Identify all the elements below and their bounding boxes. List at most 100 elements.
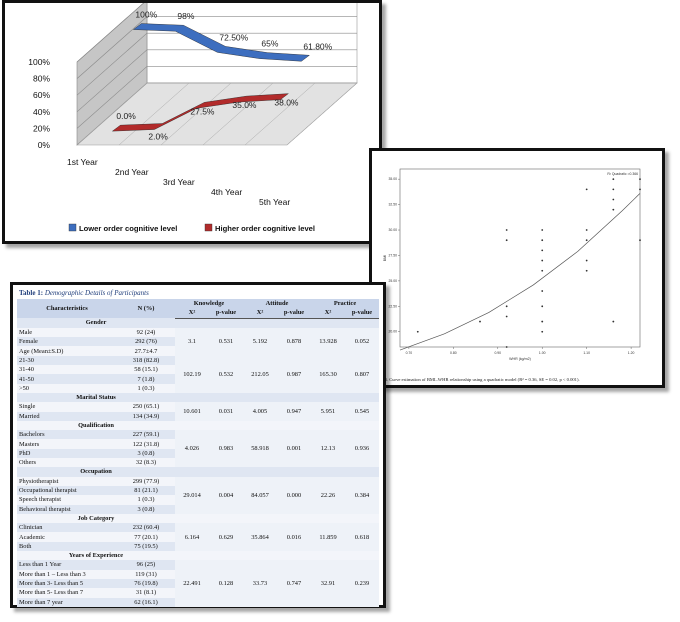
x-category-label: 4th Year — [211, 187, 242, 197]
chi-square-cell: 35.864 — [243, 523, 277, 552]
empty-cell — [175, 513, 209, 524]
chi-square-cell: 4.026 — [175, 430, 209, 468]
n-percent-cell: 31 (8.1) — [117, 588, 175, 598]
table-row: Speech therapist 1 (0.3) — [17, 495, 379, 505]
scatter-point — [541, 249, 544, 252]
section-title: Job Category — [17, 513, 175, 524]
gridline — [76, 0, 357, 63]
empty-cell — [345, 318, 379, 328]
chi-square-cell: 3.1 — [175, 327, 209, 356]
table-row: Masters 122 (31.8) — [17, 439, 379, 449]
cognitive-level-chart-panel: 100% 80% 60% 40% 20% 0% 1st Year 2nd Year 3rd Ye… — [2, 0, 382, 244]
table-row: Single 250 (65.1) 10.601 0.031 4.005 0.947 5.9… — [17, 402, 379, 421]
table-section-row: Marital Status — [17, 392, 379, 403]
scatter-point — [585, 239, 588, 242]
characteristic-cell: Clinician — [17, 523, 117, 533]
scatter-point — [639, 178, 641, 181]
empty-cell — [175, 318, 209, 328]
n-percent-cell: 227 (59.1) — [117, 430, 175, 440]
empty-cell — [345, 513, 379, 524]
n-percent-cell: 250 (65.1) — [117, 402, 175, 412]
empty-cell — [243, 392, 277, 403]
y-tick-label: 35.00 — [389, 177, 398, 181]
n-percent-cell: 96 (25) — [117, 560, 175, 570]
chi-square-cell: 11.859 — [311, 523, 345, 552]
n-percent-cell: 92 (24) — [117, 327, 175, 338]
empty-cell — [175, 392, 209, 403]
n-percent-cell: 7 (1.8) — [117, 374, 175, 384]
chi-square-cell: 4.005 — [243, 402, 277, 421]
scatter-point — [505, 239, 508, 242]
characteristic-cell: 21-30 — [17, 355, 117, 366]
x-category-label: 2nd Year — [115, 167, 149, 177]
p-value-cell: 0.532 — [209, 355, 243, 393]
table-section-row: Qualification — [17, 420, 379, 431]
table-row: Clinician 232 (60.4) 6.164 0.629 35.864 0.016… — [17, 523, 379, 552]
p-value-cell: 0.618 — [345, 523, 379, 552]
p-value-cell: 0.031 — [209, 402, 243, 421]
characteristic-cell: Academic — [17, 532, 117, 542]
cognitive-level-chart: 100% 80% 60% 40% 20% 0% 1st Year 2nd Year 3rd Ye… — [28, 0, 358, 233]
section-title: Years of Experience — [17, 551, 175, 561]
legend-label: R² Quadratic =0.366 — [607, 172, 638, 176]
col-knowledge: Knowledge — [175, 299, 243, 309]
characteristic-cell: Masters — [17, 439, 117, 449]
legend-swatch — [204, 223, 213, 232]
table-row: Others 32 (8.3) — [17, 458, 379, 468]
empty-cell — [175, 551, 209, 561]
scatter-point — [585, 229, 588, 231]
scatter-point — [612, 178, 615, 181]
table-section-row: Job Category — [17, 513, 379, 524]
table-row: Married 134 (34.9) — [17, 411, 379, 421]
n-percent-cell: 76 (19.8) — [117, 578, 175, 589]
data-label: 65% — [261, 39, 278, 49]
scatter-point — [541, 239, 544, 242]
p-value-cell: 0.000 — [277, 476, 311, 514]
n-percent-cell: 75 (19.5) — [117, 541, 175, 552]
scatter-point — [541, 320, 544, 323]
characteristic-cell: More than 7 year — [17, 597, 117, 607]
n-percent-cell: 318 (82.8) — [117, 355, 175, 366]
empty-cell — [277, 318, 311, 328]
data-label: 100% — [135, 10, 157, 20]
empty-cell — [209, 551, 243, 561]
characteristic-cell: Both — [17, 541, 117, 552]
y-tick-label: 40% — [33, 107, 50, 117]
col-attitude-x2: X² — [243, 308, 277, 319]
n-percent-cell: 81 (21.1) — [117, 485, 175, 496]
chi-square-cell: 22.491 — [175, 560, 209, 607]
chi-square-cell: 5.951 — [311, 402, 345, 421]
characteristic-cell: Female — [17, 337, 117, 347]
y-tick-label: 20.00 — [389, 330, 398, 334]
n-percent-cell: 292 (76) — [117, 337, 175, 347]
p-value-cell: 0.004 — [209, 476, 243, 514]
empty-cell — [209, 318, 243, 328]
table-section-row: Years of Experience — [17, 551, 379, 561]
p-value-cell: 0.531 — [209, 327, 243, 356]
chi-square-cell: 33.73 — [243, 560, 277, 607]
table-row: Female 292 (76) — [17, 337, 379, 347]
n-percent-cell: 232 (60.4) — [117, 523, 175, 533]
empty-cell — [311, 513, 345, 524]
scatter-point — [505, 346, 508, 348]
col-practice-x2: X² — [311, 308, 345, 319]
table-row: Behavioral therapist 3 (0.8) — [17, 504, 379, 514]
data-label: 35.0% — [232, 100, 257, 110]
bmi-whr-scatter: 0.70 0.80 0.90 1.00 1.10 1.20 35.00 32.50 30.00 2… — [383, 168, 641, 361]
empty-cell — [209, 392, 243, 403]
table-row: PhD 3 (0.8) — [17, 448, 379, 459]
chi-square-cell: 32.91 — [311, 560, 345, 607]
table-row: Physiotherapist 299 (77.9) 29.014 0.004 84.0… — [17, 476, 379, 514]
characteristic-cell: Single — [17, 402, 117, 412]
n-percent-cell: 134 (34.9) — [117, 411, 175, 421]
n-percent-cell: 299 (77.9) — [117, 476, 175, 486]
series-ribbon — [111, 93, 290, 132]
scatter-point — [612, 198, 615, 201]
col-attitude: Attitude — [243, 299, 311, 309]
y-tick-label: 25.00 — [389, 279, 398, 283]
empty-cell — [345, 392, 379, 403]
x-category-label: 1st Year — [67, 157, 98, 167]
chi-square-cell: 10.601 — [175, 402, 209, 421]
scatter-point — [505, 315, 508, 318]
p-value-cell: 0.807 — [345, 355, 379, 393]
